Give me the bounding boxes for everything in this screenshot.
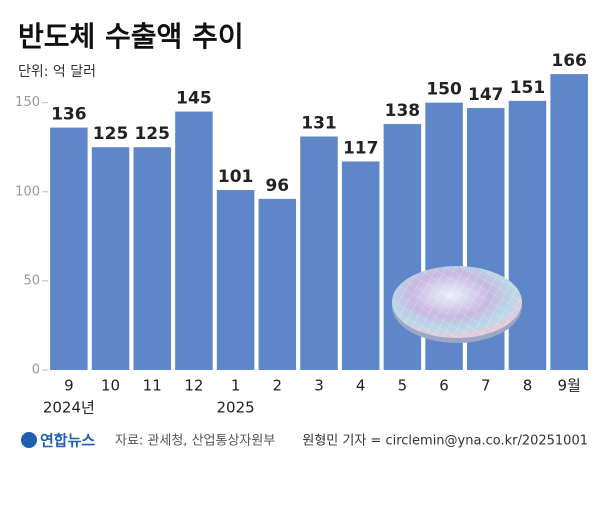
logo-icon xyxy=(21,432,37,448)
x-tick-label: 11 xyxy=(143,377,162,395)
credit: 원형민 기자 = circlemin@yna.co.kr/20251001 xyxy=(302,434,588,449)
value-label: 101 xyxy=(218,167,254,187)
value-label: 151 xyxy=(510,78,546,98)
value-label: 145 xyxy=(176,89,212,109)
bar xyxy=(133,147,171,370)
value-label: 166 xyxy=(551,51,587,71)
y-tick-label: 100 xyxy=(15,184,40,199)
x-tick-label: 10 xyxy=(101,377,120,395)
value-label: 96 xyxy=(265,176,289,196)
bar xyxy=(91,147,130,370)
bar xyxy=(50,127,88,370)
logo: 연합뉴스 xyxy=(40,432,95,450)
value-label: 131 xyxy=(301,114,337,134)
bar xyxy=(550,74,588,371)
bar xyxy=(175,111,213,370)
bar xyxy=(216,189,255,370)
chart-title: 반도체 수출액 추이 xyxy=(18,20,244,53)
wafer-image xyxy=(392,266,522,343)
bar xyxy=(341,161,380,370)
x-tick-label: 5 xyxy=(398,377,408,395)
y-tick-label: 50 xyxy=(23,273,40,288)
value-label: 147 xyxy=(468,85,504,105)
value-label: 138 xyxy=(385,101,421,121)
year-label: 2024년 xyxy=(43,399,95,417)
x-tick-label: 9 xyxy=(64,377,74,395)
footer: 연합뉴스 자료: 관세청, 산업통상자원부 원형민 기자 = circlemin… xyxy=(21,432,588,450)
year-label: 2025 xyxy=(217,399,255,417)
x-tick-label: 1 xyxy=(231,377,241,395)
source: 자료: 관세청, 산업통상자원부 xyxy=(115,434,275,449)
value-label: 125 xyxy=(134,124,170,144)
bar xyxy=(508,100,547,370)
value-label: 117 xyxy=(343,138,379,158)
x-tick-label: 4 xyxy=(356,377,366,395)
plot: 0 50 100 150 136 9 2024년 125 10 125 11 145 12 101 1 202… xyxy=(15,51,588,417)
bar xyxy=(300,136,338,370)
value-label: 125 xyxy=(93,124,129,144)
y-tick-label: 0 xyxy=(32,363,40,378)
value-label: 150 xyxy=(426,80,462,100)
value-label: 136 xyxy=(51,105,87,125)
x-tick-label: 7 xyxy=(481,377,491,395)
bar xyxy=(258,198,297,370)
x-tick-label: 3 xyxy=(314,377,324,395)
x-tick-label: 6 xyxy=(439,377,449,395)
x-tick-label: 2 xyxy=(273,377,283,395)
x-tick-label: 8 xyxy=(523,377,533,395)
x-tick-label: 9월 xyxy=(557,377,580,395)
y-tick-label: 150 xyxy=(15,95,40,110)
chart-subtitle: 단위: 억 달러 xyxy=(18,64,96,80)
x-tick-label: 12 xyxy=(184,377,203,395)
